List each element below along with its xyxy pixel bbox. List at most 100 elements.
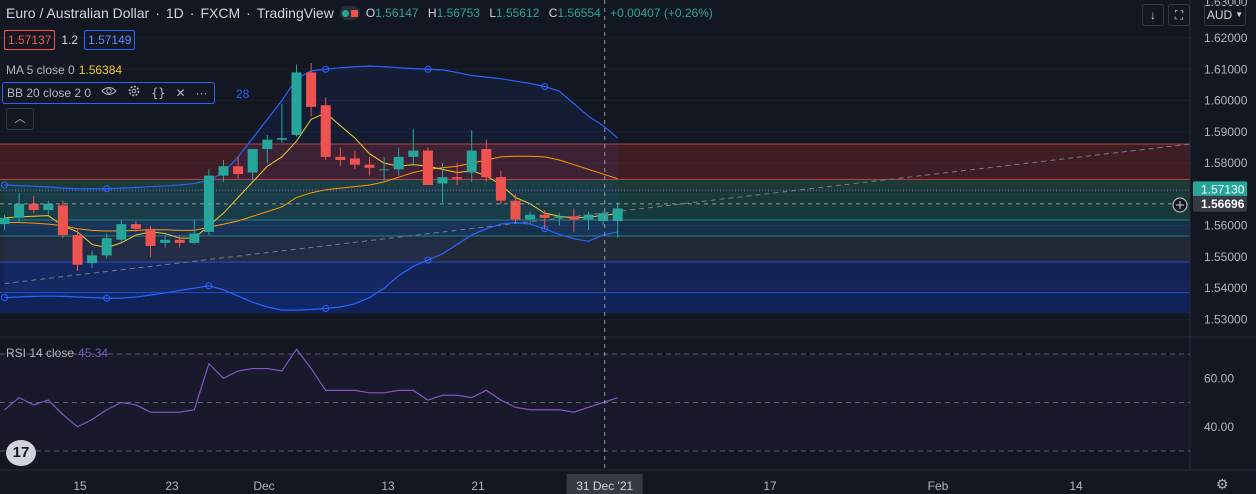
candle-body (306, 72, 317, 107)
candle (481, 139, 492, 182)
ohlc-open: 1.56147 (375, 6, 419, 20)
candle-body (218, 166, 229, 176)
candle (101, 233, 112, 259)
symbol-name[interactable]: Euro / Australian Dollar (6, 5, 150, 21)
download-icon[interactable]: ↓ (1142, 4, 1164, 26)
settings-gear-icon[interactable]: ⚙ (1216, 476, 1229, 492)
bb-label: BB 20 close 2 0 (7, 86, 92, 100)
fullscreen-icon[interactable]: ⛶ (1168, 4, 1190, 26)
top-right-tools: ↓ ⛶ (1142, 4, 1190, 26)
candle-body (72, 235, 83, 265)
candle (247, 149, 258, 181)
trend-line[interactable] (4, 143, 1191, 285)
collapse-legend-button[interactable]: ︿ (6, 108, 34, 130)
candle-body (174, 239, 185, 243)
candle-body (466, 150, 477, 173)
ma-legend[interactable]: MA 5 close 0 1.56384 (6, 61, 122, 79)
candle-body (335, 156, 346, 160)
bb-marker (541, 82, 549, 90)
ohlc-c-label: C (548, 6, 558, 20)
ohlc-low: 1.55612 (496, 6, 540, 20)
chevron-up-icon: ︿ (14, 113, 26, 125)
bb-marker (205, 282, 213, 290)
candle-body (379, 169, 390, 171)
candle (335, 147, 346, 167)
price-axis[interactable]: 1.620001.610001.600001.590001.580001.570… (1204, 0, 1248, 327)
candle (495, 170, 506, 204)
tradingview-logo-icon[interactable]: 17 (6, 440, 36, 466)
header-dot: · (246, 5, 251, 21)
bb-marker (322, 65, 330, 73)
source: TradingView (256, 5, 334, 21)
time-tick-label: 23 (165, 479, 179, 493)
candle-body (43, 203, 54, 211)
buy-button[interactable]: 1.57149 (84, 30, 136, 50)
more-icon[interactable]: ··· (195, 86, 208, 100)
time-tick-label: 13 (381, 479, 395, 493)
candles (0, 63, 623, 272)
candle-body (422, 150, 433, 186)
candle (539, 210, 550, 229)
candle-body (189, 233, 200, 243)
bb-marker (1, 181, 8, 189)
price-tick-label: 1.58000 (1204, 156, 1248, 170)
time-tick-label: Dec (253, 479, 274, 493)
ohlc-h-label: H (427, 6, 437, 20)
candle-body (481, 149, 492, 178)
candle (583, 211, 594, 231)
ohlc-o-label: O (365, 6, 376, 20)
interval[interactable]: 1D (165, 5, 184, 21)
price-tick-label: 1.53000 (1204, 313, 1248, 327)
exchange: FXCM (200, 5, 241, 21)
currency-select[interactable]: AUD ▼ (1204, 4, 1246, 26)
header-dot: · (189, 5, 195, 21)
bb-marker (424, 65, 432, 73)
rsi-axis[interactable]: 60.00 40.00 (1204, 371, 1234, 434)
rsi-value: 45.34 (78, 346, 109, 360)
market-status-icon[interactable] (339, 6, 360, 20)
candle (320, 97, 331, 160)
rsi-tick-label: 60.00 (1204, 371, 1234, 385)
candle-body (525, 214, 536, 220)
rsi-label: RSI 14 close (6, 346, 75, 360)
crosshair-date-label: 31 Dec '21 (576, 479, 633, 493)
candle-body (320, 105, 331, 157)
candle-body (262, 139, 273, 150)
candle-body (554, 216, 565, 218)
candle (43, 200, 54, 215)
candle (203, 169, 214, 236)
bb-legend[interactable]: BB 20 close 2 0 {} ✕ ··· (2, 82, 215, 104)
candle (291, 64, 302, 137)
header-dot: · (155, 5, 160, 21)
candle-body (247, 149, 258, 173)
candle-body (57, 205, 68, 236)
price-tick-label: 1.54000 (1204, 281, 1248, 295)
candle (189, 219, 200, 245)
candle (262, 134, 273, 164)
sell-button[interactable]: 1.57137 (4, 30, 56, 50)
source-code-icon[interactable]: {} (151, 86, 166, 100)
price-tick-label: 1.60000 (1204, 94, 1248, 108)
rsi-tick-label: 40.00 (1204, 420, 1234, 434)
candle (218, 159, 229, 182)
time-tick-label: 21 (471, 479, 485, 493)
time-axis[interactable]: 15 23 Dec 13 21 17 Feb 14 31 Dec '21 (73, 474, 1083, 494)
candle-body (393, 156, 404, 170)
candle-body (495, 177, 506, 201)
candle (393, 147, 404, 176)
ma-value: 1.56384 (78, 63, 123, 77)
candle (116, 219, 127, 243)
eye-icon[interactable] (101, 84, 117, 102)
rsi-legend[interactable]: RSI 14 close 45.34 (6, 344, 108, 362)
candle-body (87, 255, 98, 264)
crosshair-plus-icon[interactable] (1172, 197, 1188, 213)
crosshair-price-badge (1193, 195, 1247, 212)
ohlc-close: 1.56554 (557, 6, 601, 20)
time-tick-label: Feb (928, 479, 949, 493)
gear-icon[interactable] (127, 84, 141, 103)
grid-lines (0, 37, 1190, 320)
close-icon[interactable]: ✕ (175, 86, 186, 100)
time-tick-label: 17 (763, 479, 777, 493)
candle (174, 235, 185, 248)
